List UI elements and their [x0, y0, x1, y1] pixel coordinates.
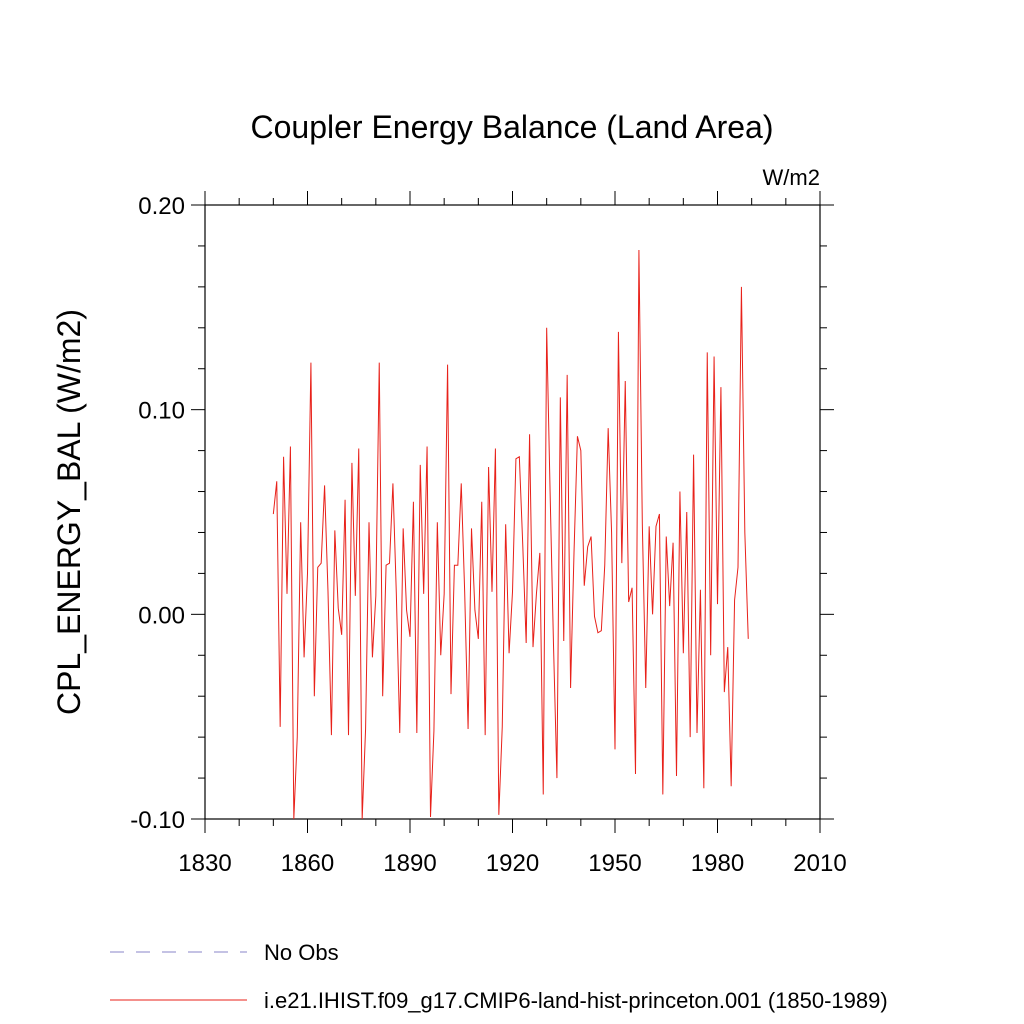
x-tick-label: 2010 [793, 850, 846, 877]
x-tick-label: 1830 [178, 850, 231, 877]
units-label: W/m2 [763, 165, 820, 190]
legend-label-model: i.e21.IHIST.f09_g17.CMIP6-land-hist-prin… [264, 988, 888, 1013]
legend: No Obs i.e21.IHIST.f09_g17.CMIP6-land-hi… [110, 940, 888, 1013]
legend-label-no-obs: No Obs [264, 940, 339, 965]
y-tick-label: -0.10 [130, 807, 185, 834]
series-line [272, 250, 749, 820]
y-tick-label: 0.00 [138, 602, 185, 629]
x-tick-label: 1860 [281, 850, 334, 877]
y-tick-label: 0.10 [138, 398, 185, 425]
x-tick-label: 1980 [691, 850, 744, 877]
x-tick-label: 1950 [588, 850, 641, 877]
chart-title: Coupler Energy Balance (Land Area) [251, 109, 774, 145]
y-axis-label: CPL_ENERGY_BAL (W/m2) [51, 309, 87, 715]
x-tick-label: 1890 [383, 850, 436, 877]
y-tick-label: 0.20 [138, 193, 185, 220]
x-tick-label: 1920 [486, 850, 539, 877]
